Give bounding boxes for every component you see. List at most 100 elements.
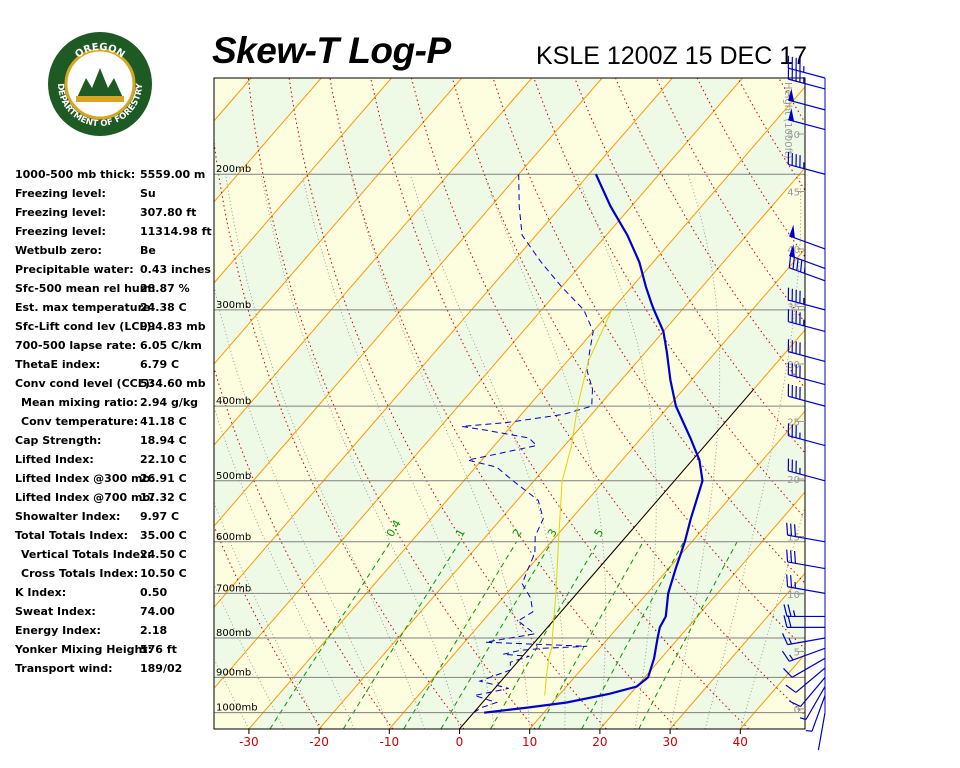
x-axis-tick-label: -10	[379, 735, 399, 749]
index-value: 17.32 C	[140, 491, 187, 504]
dry-adiabat	[860, 78, 960, 729]
isotherm-line	[214, 78, 533, 446]
wind-barb	[788, 108, 826, 131]
wind-barb-full	[790, 575, 793, 588]
index-value: 2.18	[140, 624, 168, 637]
index-label: ThetaE index:	[15, 358, 101, 371]
isotherm-line	[214, 78, 322, 203]
index-row: Showalter Index: 9.97 C	[15, 510, 215, 529]
logo-inner-border	[64, 48, 136, 120]
height-tick-label: 50	[787, 130, 800, 141]
index-label: Lifted Index:	[15, 453, 94, 466]
index-row: Conv cond level (CCL): 534.60 mb	[15, 377, 215, 396]
index-label: Transport wind:	[15, 662, 113, 675]
index-row: Cross Totals Index: 10.50 C	[15, 567, 215, 586]
index-label: Mean mixing ratio:	[21, 396, 138, 409]
isotherm-line	[214, 78, 743, 690]
index-row: Lifted Index @300 mb: 26.91 C	[15, 472, 215, 491]
wind-barb-full	[796, 258, 799, 271]
isobar-label: 300mb	[216, 300, 251, 311]
index-value: 22.10 C	[140, 453, 187, 466]
isotherm-line	[388, 248, 805, 729]
moist-adiabat	[669, 174, 721, 729]
index-value: 26.91 C	[140, 472, 187, 485]
height-tick-label: 30	[787, 360, 800, 371]
index-row: Sweat Index: 74.00	[15, 605, 215, 624]
wind-barb	[786, 522, 826, 543]
wind-barb-staff	[789, 254, 826, 269]
index-label: Freezing level:	[15, 187, 106, 200]
moist-adiabat	[214, 406, 355, 729]
isotherm-band	[0, 78, 181, 729]
index-label: Yonker Mixing Height:	[15, 643, 152, 656]
wind-barb	[787, 55, 826, 79]
wind-barb-full	[792, 256, 795, 270]
wind-barb	[787, 423, 826, 447]
index-value: 41.18 C	[140, 415, 187, 428]
dry-adiabat	[942, 78, 960, 729]
wind-barb-full	[787, 615, 792, 628]
index-label: Lifted Index @700 mb:	[15, 491, 155, 504]
index-row: Conv temperature: 41.18 C	[15, 415, 215, 434]
index-label: Total Totals Index:	[15, 529, 129, 542]
wind-barb-staff	[787, 586, 826, 594]
wind-barb-staff	[788, 299, 826, 311]
isotherm-band	[811, 78, 960, 729]
wind-barb-staff	[787, 637, 826, 646]
isotherm-line	[214, 78, 463, 365]
index-row: Sfc-Lift cond lev (LCL): 994.83 mb	[15, 320, 215, 339]
x-axis-tick-label: 10	[522, 735, 537, 749]
index-label: Est. max temperature:	[15, 301, 155, 314]
wind-barb	[799, 686, 826, 721]
wind-barb	[817, 712, 826, 751]
index-row: Yonker Mixing Height: 576 ft	[15, 643, 215, 662]
wind-barb	[787, 287, 826, 311]
index-row: Wetbulb zero: Be	[15, 244, 215, 263]
dewpoint-line	[461, 174, 594, 714]
wind-barb-staff	[788, 78, 826, 90]
x-axis-tick-label: -30	[239, 735, 259, 749]
wind-barb-staff	[788, 470, 826, 482]
isobar-label: 700mb	[216, 583, 251, 594]
height-tick-label: 10	[787, 590, 800, 601]
isotherm-line	[248, 86, 805, 729]
wind-barb-staff	[805, 686, 826, 720]
isotherm-line	[214, 78, 392, 284]
index-row: Sfc-500 mean rel hum: 28.87 %	[15, 282, 215, 301]
mixing-ratio-line	[638, 541, 738, 729]
plot-frame	[213, 77, 806, 730]
wind-barb-staff	[791, 657, 826, 678]
isobar-label: 600mb	[216, 532, 251, 543]
wind-barb-full	[790, 523, 793, 536]
wind-barb-half	[803, 267, 806, 274]
index-value: 5559.00 m	[140, 168, 206, 181]
height-tick-label: 45	[787, 188, 800, 199]
wind-barb-full	[781, 633, 789, 645]
isotherm-line	[214, 78, 252, 122]
index-value: 189/02	[140, 662, 183, 675]
index-row: Mean mixing ratio: 2.94 g/kg	[15, 396, 215, 415]
index-row: Transport wind: 189/02	[15, 662, 215, 681]
wind-barb-staff	[788, 395, 826, 407]
index-row: ThetaE index: 6.79 C	[15, 358, 215, 377]
index-label: Showalter Index:	[15, 510, 121, 523]
wind-barb-pennant	[788, 88, 795, 102]
wind-barb-staff	[811, 695, 826, 732]
index-row: 700-500 lapse rate: 6.05 C/km	[15, 339, 215, 358]
index-value: 6.05 C/km	[140, 339, 202, 352]
moist-adiabat	[214, 284, 390, 729]
height-tick-label: 25	[787, 418, 800, 429]
isotherm-line	[529, 410, 805, 729]
wind-barb-staff	[788, 119, 826, 131]
wind-barb-staff	[795, 667, 826, 693]
index-value: 994.83 mb	[140, 320, 206, 333]
isobar-label: 1000mb	[216, 703, 258, 714]
wind-barb-full	[781, 650, 790, 662]
wind-barb-staff	[789, 235, 826, 250]
index-row: K Index: 0.50	[15, 586, 215, 605]
wind-barb-full	[788, 255, 792, 268]
mixing-ratio-line	[581, 541, 685, 729]
wind-barb-half	[799, 717, 807, 721]
index-label: Conv cond level (CCL):	[15, 377, 155, 390]
wind-barb-staff	[788, 374, 826, 386]
